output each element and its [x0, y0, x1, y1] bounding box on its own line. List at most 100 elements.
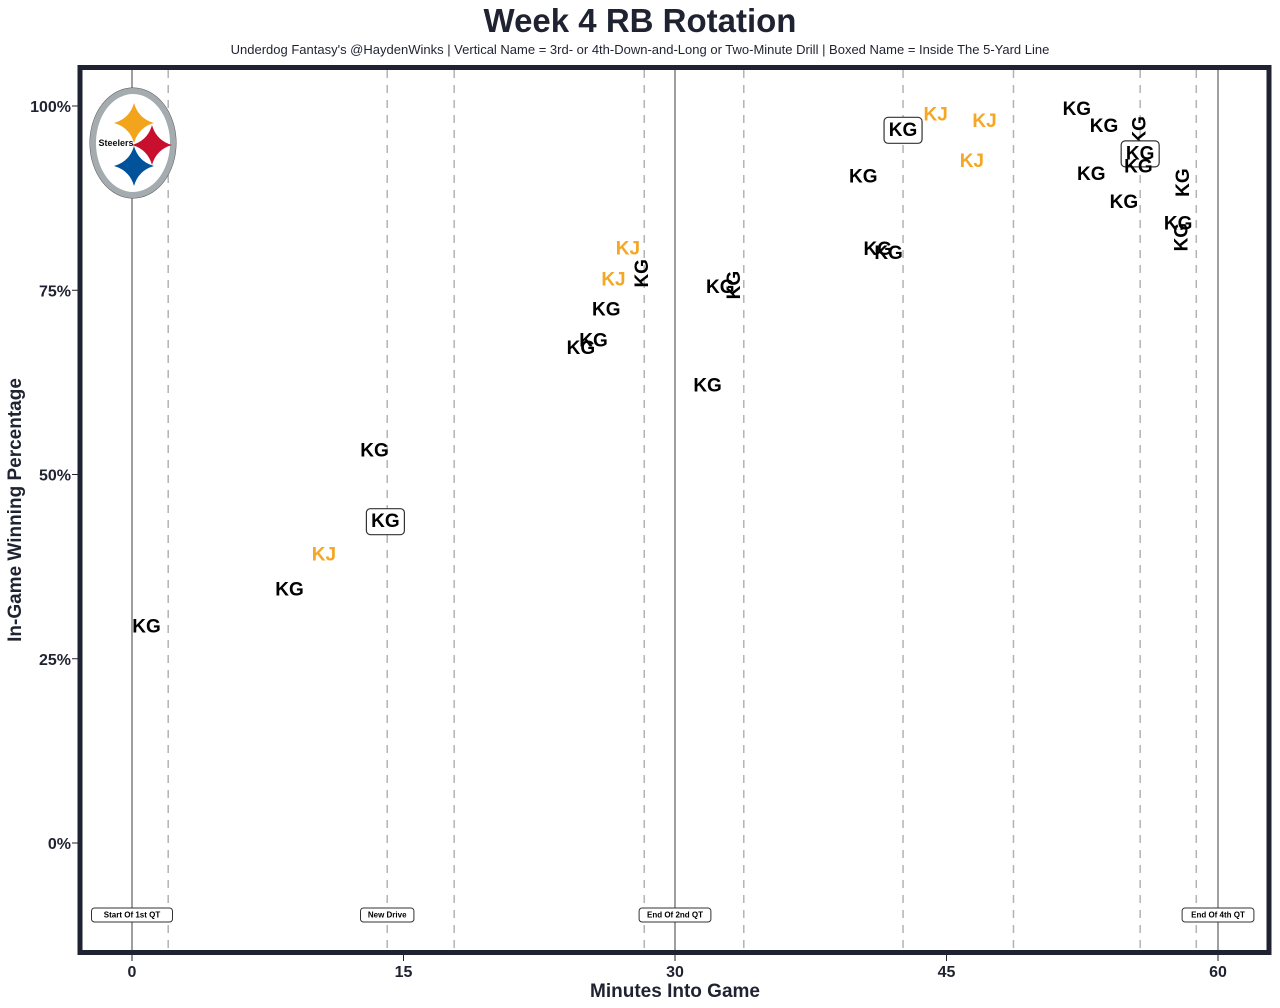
point-text: KJ: [923, 104, 947, 125]
point-label: KG: [1130, 116, 1151, 145]
point-text: KG: [1173, 168, 1194, 197]
point-text: KG: [1077, 164, 1106, 185]
point-text: KG: [1110, 192, 1139, 213]
annotation-box: [360, 907, 415, 923]
point-text: KJ: [312, 544, 336, 565]
hypocycloid-red-icon: [132, 125, 172, 165]
hypocycloid-gold-icon: [114, 103, 154, 143]
point-label: KJ: [616, 238, 640, 259]
annotation-text: Start Of 1st QT: [104, 911, 161, 920]
point-label: KJ: [312, 544, 336, 565]
point-label: KG: [1164, 213, 1193, 234]
annotation-text: New Drive: [368, 911, 407, 920]
point-text: KG: [360, 440, 389, 461]
point-box: [365, 508, 405, 536]
point-text: KJ: [972, 111, 996, 132]
point-text: KG: [874, 243, 903, 264]
point-text: KG: [1171, 223, 1192, 252]
y-tick-label: 0%: [48, 836, 71, 853]
y-tick-label: 50%: [39, 468, 71, 485]
point-label: KG: [693, 376, 722, 397]
point-text: KG: [863, 239, 892, 260]
annotation-label: Start Of 1st QT: [91, 907, 173, 923]
y-tick-label: 25%: [39, 652, 71, 669]
annotation-box: [91, 907, 173, 923]
x-tick-label: 15: [395, 964, 413, 981]
annotations-layer: Start Of 1st QT New Drive End Of 2nd QT End…: [91, 907, 1255, 923]
point-label: KG: [1110, 192, 1139, 213]
point-label: KG: [1077, 164, 1106, 185]
point-text: KG: [706, 277, 735, 298]
point-label: KG: [360, 440, 389, 461]
logo-ring: [90, 88, 176, 198]
point-text: KG: [1063, 99, 1092, 120]
point-text: KG: [849, 166, 878, 187]
axes-layer: 0 15 30 45 60 0% 25% 50% 75% 100% Minutes Into Gam…: [5, 99, 1227, 1002]
x-tick-label: 30: [666, 964, 684, 981]
point-label: KG: [567, 338, 596, 359]
point-label: KG: [632, 259, 653, 288]
annotation-label: New Drive: [360, 907, 415, 923]
point-text: KG: [1164, 213, 1193, 234]
point-text: KG: [724, 271, 745, 300]
x-tick-label: 0: [128, 964, 137, 981]
point-text: KG: [592, 300, 621, 321]
point-label: KJ: [960, 151, 984, 172]
x-tick-label: 60: [1209, 964, 1227, 981]
drive-lines-layer: [131, 70, 1219, 950]
x-tick-label: 45: [938, 964, 956, 981]
annotation-label: End Of 4th QT: [1181, 907, 1255, 923]
point-text: KG: [567, 338, 596, 359]
chart-title: Week 4 RB Rotation: [483, 2, 797, 39]
y-tick-label: 100%: [30, 99, 71, 116]
y-tick-label: 75%: [39, 283, 71, 300]
point-label: KJ: [972, 111, 996, 132]
point-text: KG: [579, 331, 608, 352]
point-label: KG: [1173, 168, 1194, 197]
point-label: KG: [132, 617, 161, 638]
point-label: KG: [1120, 140, 1160, 168]
point-label: KG: [592, 300, 621, 321]
annotation-box: [638, 907, 712, 923]
point-text: KG: [1124, 157, 1153, 178]
point-label: KG: [874, 243, 903, 264]
steelers-logo: Steelers: [89, 87, 177, 199]
point-text: KJ: [616, 238, 640, 259]
point-text: KG: [371, 511, 400, 532]
point-label: KG: [849, 166, 878, 187]
point-text: KG: [632, 259, 653, 288]
point-text: KG: [889, 120, 918, 141]
annotation-text: End Of 2nd QT: [647, 911, 703, 920]
point-text: KG: [132, 617, 161, 638]
hypocycloid-blue-icon: [114, 146, 154, 186]
point-text: KG: [1090, 116, 1119, 137]
panel-border: [77, 65, 1272, 955]
point-text: KG: [1130, 116, 1151, 145]
point-label: KG: [1090, 116, 1119, 137]
point-label: KG: [724, 271, 745, 300]
logo-wordmark: Steelers: [98, 138, 133, 148]
point-box: [1120, 140, 1160, 168]
point-text: KJ: [960, 151, 984, 172]
point-label: KG: [579, 331, 608, 352]
point-text: KG: [275, 580, 304, 601]
point-label: KG: [1124, 157, 1153, 178]
chart-subtitle: Underdog Fantasy's @HaydenWinks | Vertic…: [230, 42, 1050, 57]
point-label: KG: [1171, 223, 1192, 252]
point-box: [883, 116, 923, 144]
point-label: KG: [863, 239, 892, 260]
point-label: KJ: [601, 269, 625, 290]
annotation-text: End Of 4th QT: [1191, 911, 1245, 920]
point-text: KG: [1126, 143, 1155, 164]
x-axis-title: Minutes Into Game: [590, 981, 760, 1002]
point-text: KJ: [601, 269, 625, 290]
point-text: KG: [693, 376, 722, 397]
point-label: KG: [883, 116, 923, 144]
y-axis-title: In-Game Winning Percentage: [5, 378, 26, 642]
annotation-label: End Of 2nd QT: [638, 907, 712, 923]
point-label: KG: [1063, 99, 1092, 120]
annotation-box: [1181, 907, 1255, 923]
point-label: KG: [365, 508, 405, 536]
